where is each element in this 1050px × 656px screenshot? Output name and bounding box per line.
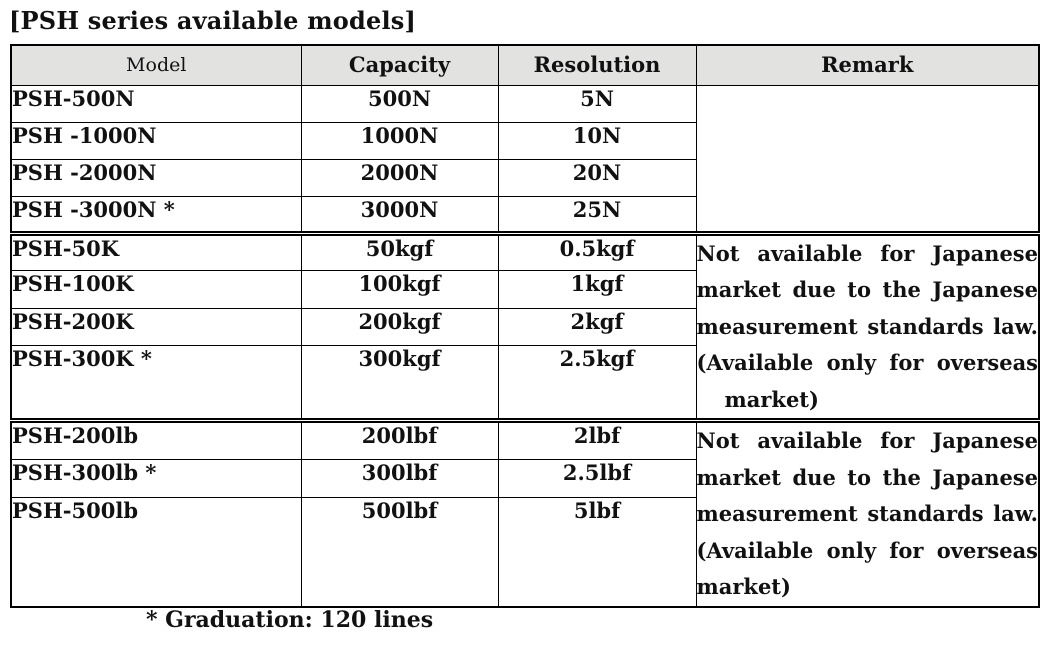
capacity-cell: 1000N [300, 121, 499, 160]
model-cell: PSH-200lb [10, 418, 302, 460]
resolution-cell: 10N [497, 121, 697, 160]
capacity-cell: 500lbf [300, 497, 499, 607]
capacity-cell: 200lbf [300, 418, 499, 460]
resolution-cell: 5N [497, 84, 697, 123]
model-cell: PSH-500lb [10, 497, 302, 607]
remark-line: market) [724, 386, 819, 412]
model-cell: PSH-50K [10, 230, 302, 271]
remark-line: market due to the Japanese [696, 277, 1038, 302]
page-title: [PSH series available models] [9, 6, 417, 35]
capacity-cell: 2000N [300, 158, 499, 197]
capacity-cell: 50kgf [300, 230, 499, 271]
remark-line: (Available only for overseas [696, 537, 1038, 563]
table-row: PSH -1000N 1000N 10N [10, 121, 1039, 160]
table-row: PSH-500N 500N 5N [10, 84, 1040, 234]
table-row: PSH-300K * 300kgf 2.5kgf [10, 345, 1039, 421]
model-cell: PSH-300K * [10, 345, 302, 421]
model-cell: PSH -3000N * [10, 195, 302, 234]
resolution-cell: 20N [497, 158, 697, 197]
remark-cell-kgf: Not available for Japanese market due to… [695, 230, 1040, 421]
model-cell: PSH -2000N [10, 158, 302, 197]
table-row: PSH-200K 200kgf 2kgf [10, 307, 1039, 346]
column-header-model: Model [10, 44, 302, 86]
remark-line: market due to the Japanese [696, 464, 1038, 490]
model-cell: PSH-200K [10, 307, 302, 346]
remark-line: market) [696, 574, 791, 599]
model-cell: PSH -1000N [10, 121, 302, 160]
table-row: PSH-200lb 200lbf 2lbf Not available for … [10, 418, 1040, 607]
resolution-cell: 25N [497, 195, 697, 234]
capacity-cell: 500N [300, 84, 499, 123]
model-cell: PSH-100K [10, 270, 302, 309]
remark-line: measurement standards law. [696, 501, 1038, 526]
remark-line: measurement standards law. [696, 313, 1038, 339]
resolution-cell: 1kgf [497, 270, 697, 309]
column-header-resolution: Resolution [497, 44, 697, 86]
column-header-remark: Remark [695, 44, 1040, 86]
capacity-cell: 300kgf [300, 345, 499, 421]
table-header-row: Model Capacity Resolution Remark [10, 44, 1040, 86]
models-table: Model Capacity Resolution Remark PSH-500… [10, 44, 1040, 608]
resolution-cell: 2.5lbf [497, 458, 697, 499]
remark-line: Not available for Japanese [696, 240, 1038, 266]
model-cell: PSH-300lb * [10, 458, 302, 499]
column-header-capacity: Capacity [300, 44, 499, 86]
capacity-cell: 100kgf [300, 270, 499, 309]
resolution-cell: 2lbf [497, 418, 697, 460]
remark-cell-empty [695, 84, 1040, 234]
remark-line: Not available for Japanese [696, 428, 1038, 453]
table-row: PSH-100K 100kgf 1kgf [10, 270, 1039, 309]
graduation-footnote: * Graduation: 120 lines [146, 607, 434, 633]
resolution-cell: 2.5kgf [497, 345, 697, 421]
table-row: PSH-300lb * 300lbf 2.5lbf [10, 458, 1039, 499]
capacity-cell: 200kgf [300, 307, 499, 346]
resolution-cell: 5lbf [497, 497, 697, 607]
model-cell: PSH-500N [10, 84, 302, 123]
remark-line: (Available only for overseas [696, 350, 1038, 375]
resolution-cell: 2kgf [497, 307, 697, 346]
table-row: PSH-50K 50kgf 0.5kgf Not available for J… [10, 230, 1040, 421]
capacity-cell: 3000N [300, 195, 499, 234]
remark-cell-lbf: Not available for Japanese market due to… [695, 418, 1040, 607]
table-row: PSH-500lb 500lbf 5lbf [10, 497, 1039, 607]
resolution-cell: 0.5kgf [497, 230, 697, 271]
capacity-cell: 300lbf [300, 458, 499, 499]
